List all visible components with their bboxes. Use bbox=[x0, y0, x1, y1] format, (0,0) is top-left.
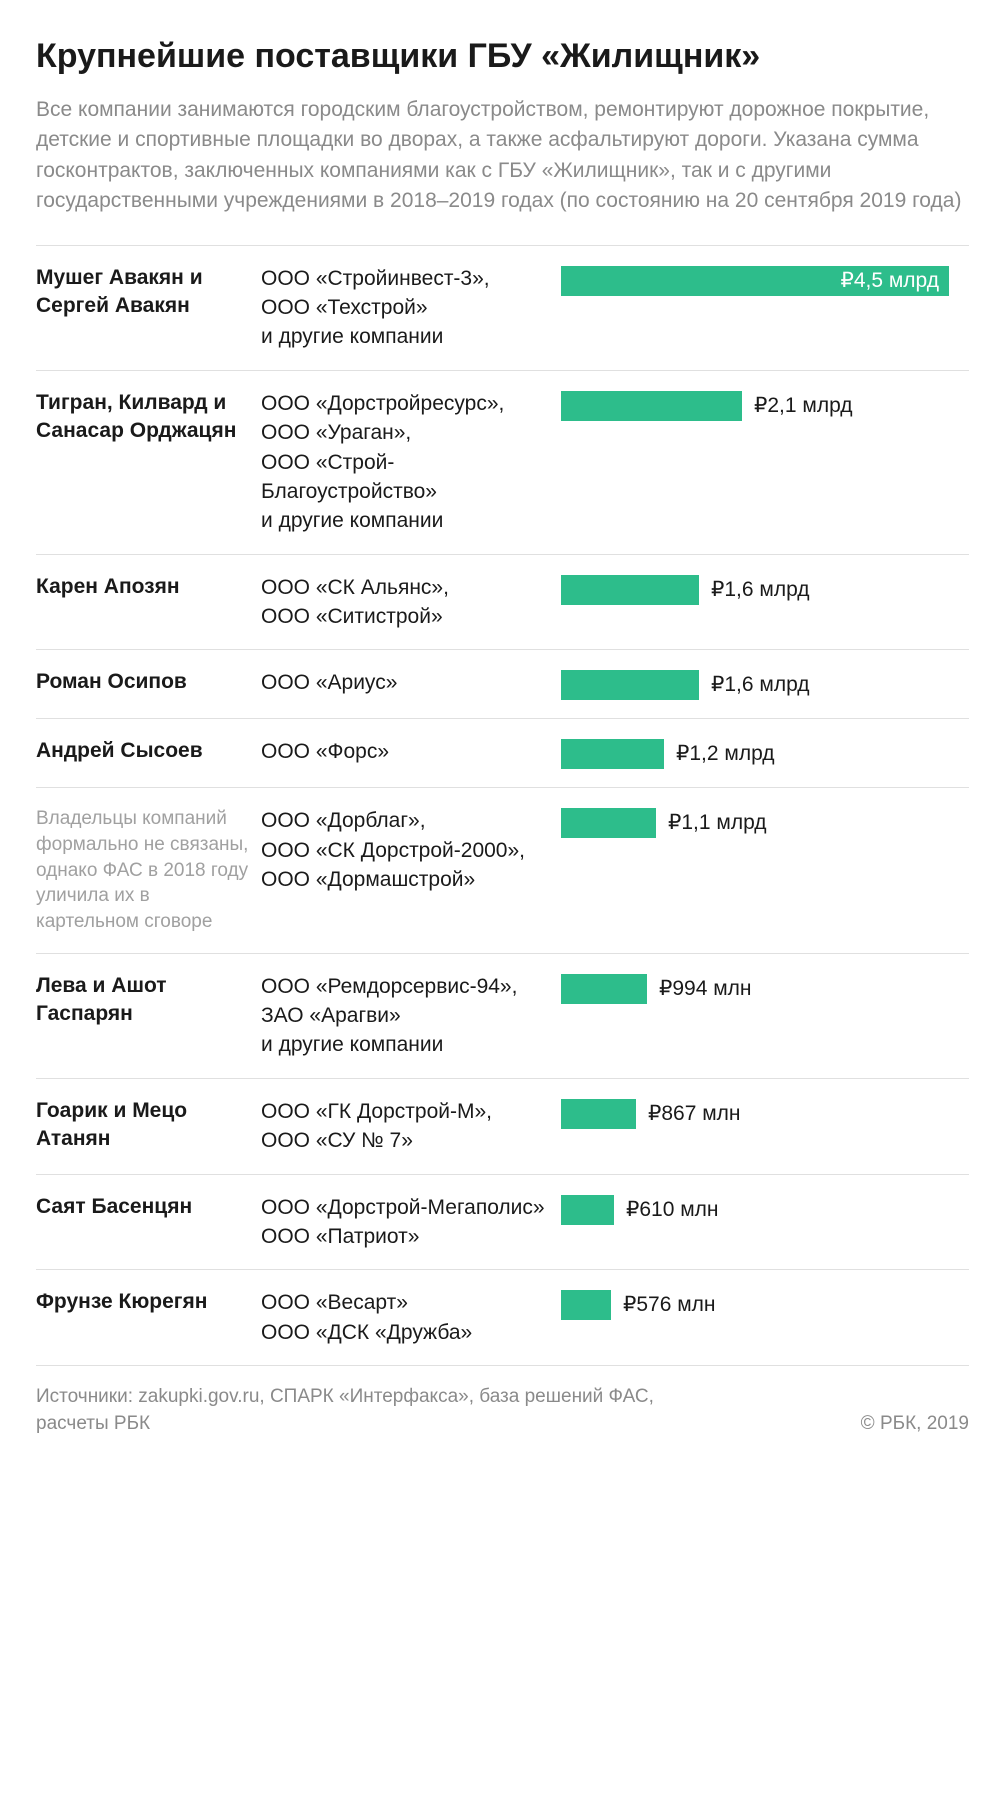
companies-list: ООО «СК Альянс»,ООО «Ситистрой» bbox=[261, 573, 561, 632]
owner-name: Карен Апозян bbox=[36, 573, 261, 601]
company-name: ООО «Ситистрой» bbox=[261, 602, 553, 631]
bar-cell: ₽610 млн bbox=[561, 1193, 969, 1225]
bar bbox=[561, 808, 656, 838]
owner-name: Саят Басенцян bbox=[36, 1193, 261, 1221]
owner-note: Владельцы компаний формально не связаны,… bbox=[36, 806, 261, 934]
bar bbox=[561, 1195, 614, 1225]
company-name: и другие компании bbox=[261, 1030, 553, 1059]
companies-list: ООО «Дорблаг»,ООО «СК Дорстрой-2000»,ООО… bbox=[261, 806, 561, 894]
company-name: ООО «Дормашстрой» bbox=[261, 865, 553, 894]
company-name: ООО «Дорблаг», bbox=[261, 806, 553, 835]
bar-cell: ₽4,5 млрд bbox=[561, 264, 969, 296]
owner-name: Тигран, Килвард и Санасар Орджацян bbox=[36, 389, 261, 446]
infographic-container: Крупнейшие поставщики ГБУ «Жилищник» Все… bbox=[0, 0, 1005, 1457]
table-row: Владельцы компаний формально не связаны,… bbox=[36, 787, 969, 952]
data-rows: Мушег Авакян и Сергей АвакянООО «Стройин… bbox=[36, 245, 969, 1366]
bar bbox=[561, 1099, 636, 1129]
bar-cell: ₽1,2 млрд bbox=[561, 737, 969, 769]
company-name: ООО «Дорстрой-Мегаполис» bbox=[261, 1193, 553, 1222]
companies-list: ООО «ГК Дорстрой-М»,ООО «СУ № 7» bbox=[261, 1097, 561, 1156]
companies-list: ООО «Дорстройресурс»,ООО «Ураган»,ООО «С… bbox=[261, 389, 561, 536]
company-name: ООО «Строй-Благоустройство» bbox=[261, 448, 553, 507]
company-name: ООО «Весарт» bbox=[261, 1288, 553, 1317]
bar-cell: ₽994 млн bbox=[561, 972, 969, 1004]
bar-value-label: ₽4,5 млрд bbox=[561, 266, 949, 296]
bar-value-label: ₽1,1 млрд bbox=[656, 808, 767, 838]
owner-name: Фрунзе Кюрегян bbox=[36, 1288, 261, 1316]
companies-list: ООО «Форс» bbox=[261, 737, 561, 766]
owner-name: Гоарик и Мецо Атанян bbox=[36, 1097, 261, 1154]
company-name: ООО «Ариус» bbox=[261, 668, 553, 697]
bar-value-label: ₽1,6 млрд bbox=[699, 575, 810, 605]
bar-value-label: ₽867 млн bbox=[636, 1099, 741, 1129]
table-row: Гоарик и Мецо АтанянООО «ГК Дорстрой-М»,… bbox=[36, 1078, 969, 1174]
company-name: и другие компании bbox=[261, 322, 553, 351]
bar-cell: ₽1,6 млрд bbox=[561, 573, 969, 605]
company-name: ООО «ДСК «Дружба» bbox=[261, 1318, 553, 1347]
bar-value-label: ₽2,1 млрд bbox=[742, 391, 853, 421]
table-row: Лева и Ашот ГаспарянООО «Ремдорсервис-94… bbox=[36, 953, 969, 1078]
owner-name: Андрей Сысоев bbox=[36, 737, 261, 765]
bar bbox=[561, 739, 664, 769]
bar-cell: ₽867 млн bbox=[561, 1097, 969, 1129]
sources-text: Источники: zakupki.gov.ru, СПАРК «Интерф… bbox=[36, 1384, 656, 1437]
copyright-text: © РБК, 2019 bbox=[861, 1411, 969, 1438]
company-name: ООО «Дорстройресурс», bbox=[261, 389, 553, 418]
company-name: ООО «Стройинвест-3», bbox=[261, 264, 553, 293]
bar-cell: ₽1,6 млрд bbox=[561, 668, 969, 700]
company-name: ООО «СК Альянс», bbox=[261, 573, 553, 602]
bar: ₽4,5 млрд bbox=[561, 266, 949, 296]
company-name: ООО «СК Дорстрой-2000», bbox=[261, 836, 553, 865]
bar bbox=[561, 670, 699, 700]
page-subtitle: Все компании занимаются городским благоу… bbox=[36, 95, 969, 217]
table-row: Карен АпозянООО «СК Альянс»,ООО «Ситистр… bbox=[36, 554, 969, 650]
bar-cell: ₽576 млн bbox=[561, 1288, 969, 1320]
company-name: ООО «СУ № 7» bbox=[261, 1126, 553, 1155]
bar-value-label: ₽610 млн bbox=[614, 1195, 719, 1225]
table-row: Роман ОсиповООО «Ариус» ₽1,6 млрд bbox=[36, 649, 969, 718]
bar bbox=[561, 391, 742, 421]
company-name: ООО «ГК Дорстрой-М», bbox=[261, 1097, 553, 1126]
owner-name: Мушег Авакян и Сергей Авакян bbox=[36, 264, 261, 321]
bar-value-label: ₽1,2 млрд bbox=[664, 739, 775, 769]
companies-list: ООО «Дорстрой-Мегаполис»ООО «Патриот» bbox=[261, 1193, 561, 1252]
table-row: Тигран, Килвард и Санасар ОрджацянООО «Д… bbox=[36, 370, 969, 554]
bar bbox=[561, 974, 647, 1004]
company-name: ЗАО «Арагви» bbox=[261, 1001, 553, 1030]
companies-list: ООО «Весарт»ООО «ДСК «Дружба» bbox=[261, 1288, 561, 1347]
bar-cell: ₽1,1 млрд bbox=[561, 806, 969, 838]
bar-value-label: ₽1,6 млрд bbox=[699, 670, 810, 700]
footer: Источники: zakupki.gov.ru, СПАРК «Интерф… bbox=[36, 1365, 969, 1437]
owner-name: Роман Осипов bbox=[36, 668, 261, 696]
company-name: ООО «Ураган», bbox=[261, 418, 553, 447]
page-title: Крупнейшие поставщики ГБУ «Жилищник» bbox=[36, 36, 969, 77]
bar-value-label: ₽576 млн bbox=[611, 1290, 716, 1320]
owner-name: Лева и Ашот Гаспарян bbox=[36, 972, 261, 1029]
bar bbox=[561, 575, 699, 605]
table-row: Андрей СысоевООО «Форс» ₽1,2 млрд bbox=[36, 718, 969, 787]
bar-value-label: ₽994 млн bbox=[647, 974, 752, 1004]
company-name: и другие компании bbox=[261, 506, 553, 535]
table-row: Мушег Авакян и Сергей АвакянООО «Стройин… bbox=[36, 245, 969, 370]
table-row: Фрунзе КюрегянООО «Весарт»ООО «ДСК «Друж… bbox=[36, 1269, 969, 1365]
company-name: ООО «Патриот» bbox=[261, 1222, 553, 1251]
table-row: Саят БасенцянООО «Дорстрой-Мегаполис»ООО… bbox=[36, 1174, 969, 1270]
company-name: ООО «Техстрой» bbox=[261, 293, 553, 322]
bar-cell: ₽2,1 млрд bbox=[561, 389, 969, 421]
company-name: ООО «Ремдорсервис-94», bbox=[261, 972, 553, 1001]
companies-list: ООО «Ремдорсервис-94»,ЗАО «Арагви»и друг… bbox=[261, 972, 561, 1060]
companies-list: ООО «Ариус» bbox=[261, 668, 561, 697]
bar bbox=[561, 1290, 611, 1320]
company-name: ООО «Форс» bbox=[261, 737, 553, 766]
companies-list: ООО «Стройинвест-3»,ООО «Техстрой»и друг… bbox=[261, 264, 561, 352]
